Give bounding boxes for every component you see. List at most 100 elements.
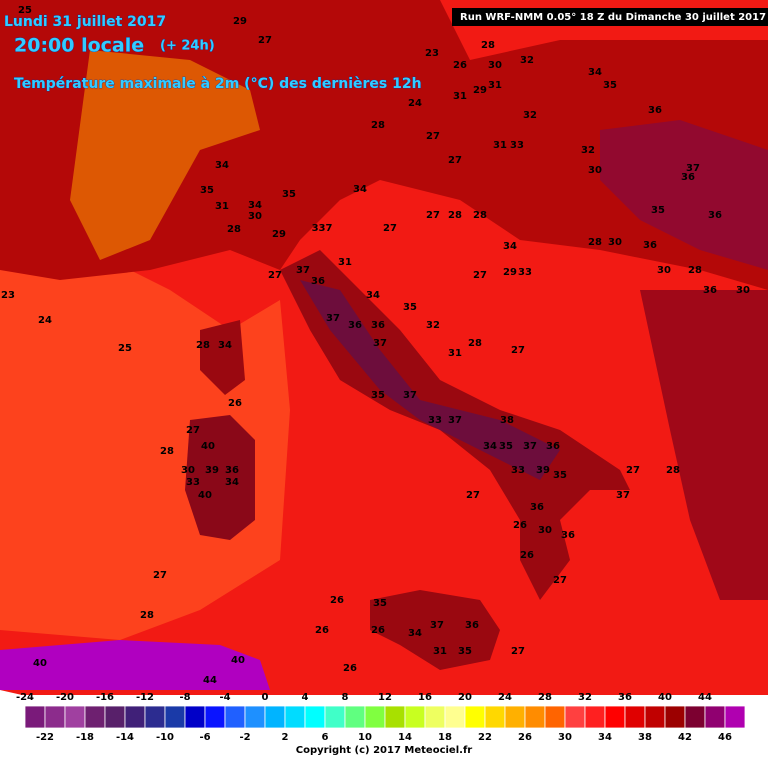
temperature-label: 28: [160, 446, 174, 457]
colorbar-label: -16: [96, 692, 114, 703]
colorbar-cell: [504, 705, 526, 729]
temperature-label: 32: [523, 110, 537, 121]
run-info: Run WRF-NMM 0.05° 18 Z du Dimanche 30 ju…: [460, 12, 766, 23]
temperature-label: 39: [205, 465, 219, 476]
colorbar-label: 46: [718, 732, 732, 743]
temperature-label: 26: [513, 520, 527, 531]
temperature-label: 28: [588, 237, 602, 248]
temperature-label: 36: [546, 441, 560, 452]
colorbar-cell: [644, 705, 666, 729]
temperature-label: 27: [466, 490, 480, 501]
temperature-label: 28: [468, 338, 482, 349]
temperature-label: 29: [473, 85, 487, 96]
balkans: [640, 290, 768, 600]
colorbar-label: 30: [558, 732, 572, 743]
colorbar-cell: [304, 705, 326, 729]
colorbar-cell: [44, 705, 66, 729]
temperature-label: 33: [518, 267, 532, 278]
temperature-label: 26: [315, 625, 329, 636]
temperature-label: 26: [343, 663, 357, 674]
temperature-label: 37: [523, 441, 537, 452]
temperature-label: 35: [373, 598, 387, 609]
temperature-label: 35: [499, 441, 513, 452]
temperature-label: 27: [153, 570, 167, 581]
colorbar-label: 28: [538, 692, 552, 703]
temperature-label: 31: [488, 80, 502, 91]
temperature-label: 28: [688, 265, 702, 276]
colorbar-cell: [264, 705, 286, 729]
colorbar-cell: [144, 705, 166, 729]
temperature-label: 27: [258, 35, 272, 46]
colorbar-label: 18: [438, 732, 452, 743]
colorbar-cell: [464, 705, 486, 729]
temperature-label: 28: [473, 210, 487, 221]
colorbar-cell: [84, 705, 106, 729]
temperature-label: 36: [371, 320, 385, 331]
colorbar-label: 38: [638, 732, 652, 743]
colorbar-cell: [624, 705, 646, 729]
colorbar-cell: [604, 705, 626, 729]
colorbar-label: -18: [76, 732, 94, 743]
temperature-label: 26: [330, 595, 344, 606]
temperature-label: 26: [453, 60, 467, 71]
temperature-label: 26: [371, 625, 385, 636]
temperature-label: 27: [383, 223, 397, 234]
temperature-label: 26: [520, 550, 534, 561]
temperature-label: 35: [282, 189, 296, 200]
temperature-label: 35: [403, 302, 417, 313]
colorbar-cell: [384, 705, 406, 729]
temperature-label: 27: [553, 575, 567, 586]
date: Lundi 31 juillet 2017: [4, 14, 166, 30]
temperature-label: 34: [353, 184, 367, 195]
temperature-label: 30: [181, 465, 195, 476]
colorbar-cell: [64, 705, 86, 729]
temperature-label: 25: [118, 343, 132, 354]
sardinia: [185, 415, 255, 540]
colorbar-cell: [204, 705, 226, 729]
temperature-label: 31: [493, 140, 507, 151]
temperature-label: 28: [227, 224, 241, 235]
colorbar-cell: [424, 705, 446, 729]
alps-cool: [70, 50, 260, 260]
temperature-label: 31: [338, 257, 352, 268]
colorbar-label: -8: [179, 692, 190, 703]
temperature-label: 27: [186, 425, 200, 436]
temperature-label: 37: [686, 163, 700, 174]
colorbar-cell: [224, 705, 246, 729]
temperature-label: 36: [703, 285, 717, 296]
colorbar-cell: [324, 705, 346, 729]
temperature-label: 31: [448, 348, 462, 359]
colorbar-cell: [104, 705, 126, 729]
colorbar-cell: [404, 705, 426, 729]
temperature-label: 34: [503, 241, 517, 252]
colorbar-label: 26: [518, 732, 532, 743]
colorbar-label: 32: [578, 692, 592, 703]
temperature-label: 34: [483, 441, 497, 452]
temperature-label: 37: [448, 415, 462, 426]
colorbar-cell: [244, 705, 266, 729]
colorbar-cell: [664, 705, 686, 729]
temperature-label: 337: [312, 223, 333, 234]
temperature-label: 36: [681, 172, 695, 183]
colorbar-cell: [684, 705, 706, 729]
temperature-label: 34: [408, 628, 422, 639]
colorbar-label: 8: [342, 692, 349, 703]
run-box: [452, 8, 768, 26]
temperature-label: 36: [530, 502, 544, 513]
temperature-label: 35: [200, 185, 214, 196]
colorbar-label: 24: [498, 692, 512, 703]
temperature-label: 29: [272, 229, 286, 240]
temperature-label: 27: [426, 131, 440, 142]
temperature-label: 44: [203, 675, 217, 686]
temperature-label: 32: [581, 145, 595, 156]
temperature-label: 40: [201, 441, 215, 452]
temperature-label: 36: [311, 276, 325, 287]
temperature-label: 30: [248, 211, 262, 222]
temperature-label: 28: [371, 120, 385, 131]
temperature-label: 28: [666, 465, 680, 476]
temperature-label: 28: [196, 340, 210, 351]
colorbar-cell: [24, 705, 46, 729]
colorbar-cell: [584, 705, 606, 729]
temperature-label: 38: [500, 415, 514, 426]
